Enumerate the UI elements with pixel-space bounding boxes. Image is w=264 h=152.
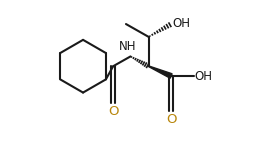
Text: O: O [166, 113, 176, 126]
Polygon shape [148, 66, 172, 78]
Text: OH: OH [194, 69, 212, 83]
Text: OH: OH [172, 17, 190, 30]
Text: O: O [108, 105, 119, 118]
Text: NH: NH [119, 40, 136, 53]
